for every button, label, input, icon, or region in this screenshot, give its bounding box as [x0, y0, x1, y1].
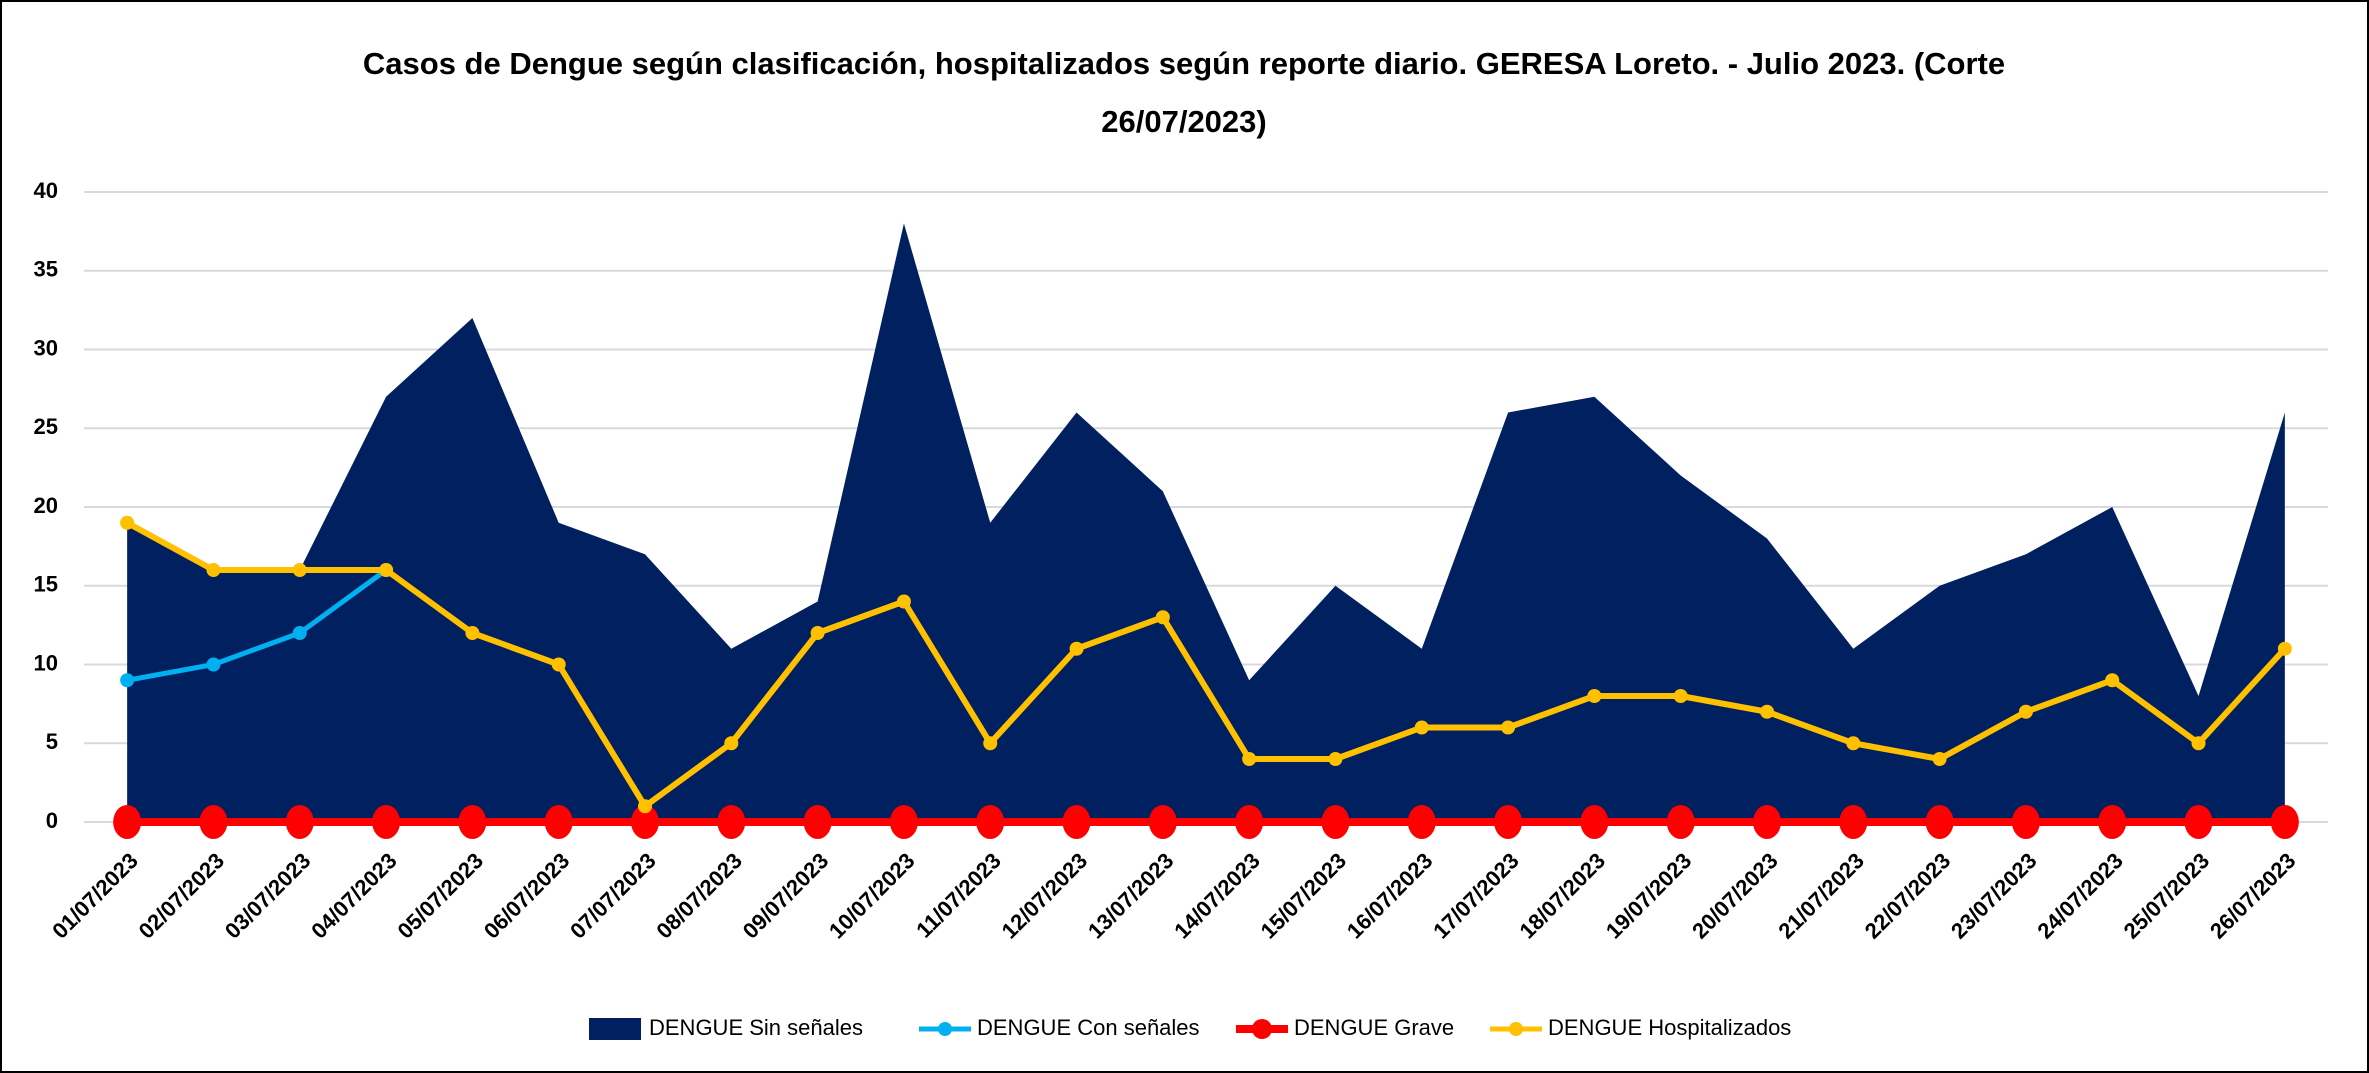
point [2105, 673, 2120, 688]
point [1242, 752, 1257, 766]
point [206, 563, 221, 577]
point [372, 805, 401, 839]
point [465, 626, 480, 640]
point [976, 805, 1005, 839]
point [1494, 805, 1523, 839]
point [120, 515, 135, 530]
point [1155, 610, 1170, 625]
legend-label: DENGUE Sin señales [649, 1015, 863, 1040]
point [638, 799, 652, 814]
point [810, 626, 825, 640]
point [379, 563, 394, 577]
point [2277, 641, 2292, 656]
point [551, 657, 566, 672]
point [1321, 805, 1350, 839]
y-tick-label: 40 [34, 178, 58, 203]
y-tick-label: 30 [34, 335, 58, 360]
y-tick-label: 15 [34, 572, 58, 597]
point [983, 736, 998, 751]
point [2011, 805, 2040, 839]
point [1069, 641, 1084, 656]
point [896, 594, 911, 609]
y-tick-label: 35 [34, 257, 58, 282]
y-tick-label: 5 [46, 729, 58, 754]
point [1839, 805, 1868, 839]
point [1328, 752, 1343, 766]
point [1501, 720, 1516, 735]
point [1580, 805, 1609, 839]
line [126, 567, 388, 683]
point [458, 805, 487, 839]
point [1932, 752, 1947, 766]
point [292, 626, 307, 640]
point [889, 805, 918, 839]
point [1760, 704, 1774, 719]
legend-swatch [589, 1018, 641, 1040]
point [2098, 805, 2127, 839]
point [199, 805, 228, 839]
chart-title: Casos de Dengue según clasificación, hos… [363, 46, 2005, 81]
point [113, 805, 142, 839]
point [1673, 689, 1688, 703]
point [803, 805, 832, 839]
point [1062, 805, 1091, 839]
area [127, 223, 2285, 822]
point [544, 805, 573, 839]
legend-marker [1509, 1022, 1523, 1036]
legend-marker [1252, 1019, 1272, 1039]
point [120, 673, 135, 688]
point [1587, 689, 1602, 703]
y-tick-label: 0 [46, 808, 58, 833]
point [1414, 720, 1429, 735]
point [2184, 805, 2213, 839]
legend-label: DENGUE Hospitalizados [1548, 1015, 1791, 1040]
point [2191, 736, 2206, 751]
point [206, 657, 221, 672]
point [724, 736, 739, 751]
point [1235, 805, 1264, 839]
chart-title: 26/07/2023) [1101, 104, 1266, 139]
point [631, 805, 659, 839]
point [1666, 805, 1695, 839]
point [1925, 805, 1954, 839]
point [1753, 805, 1781, 839]
point [2270, 805, 2299, 839]
point [285, 805, 314, 839]
point [1148, 805, 1177, 839]
line [125, 520, 2288, 810]
y-tick-label: 25 [34, 414, 58, 439]
point [2018, 704, 2033, 719]
legend-marker [938, 1022, 952, 1036]
y-tick-label: 20 [34, 493, 58, 518]
point [1407, 805, 1436, 839]
point [292, 563, 307, 577]
legend-label: DENGUE Grave [1294, 1015, 1454, 1040]
legend-label: DENGUE Con señales [977, 1015, 1200, 1040]
point [1846, 736, 1861, 751]
point [717, 805, 746, 839]
y-tick-label: 10 [34, 650, 58, 675]
